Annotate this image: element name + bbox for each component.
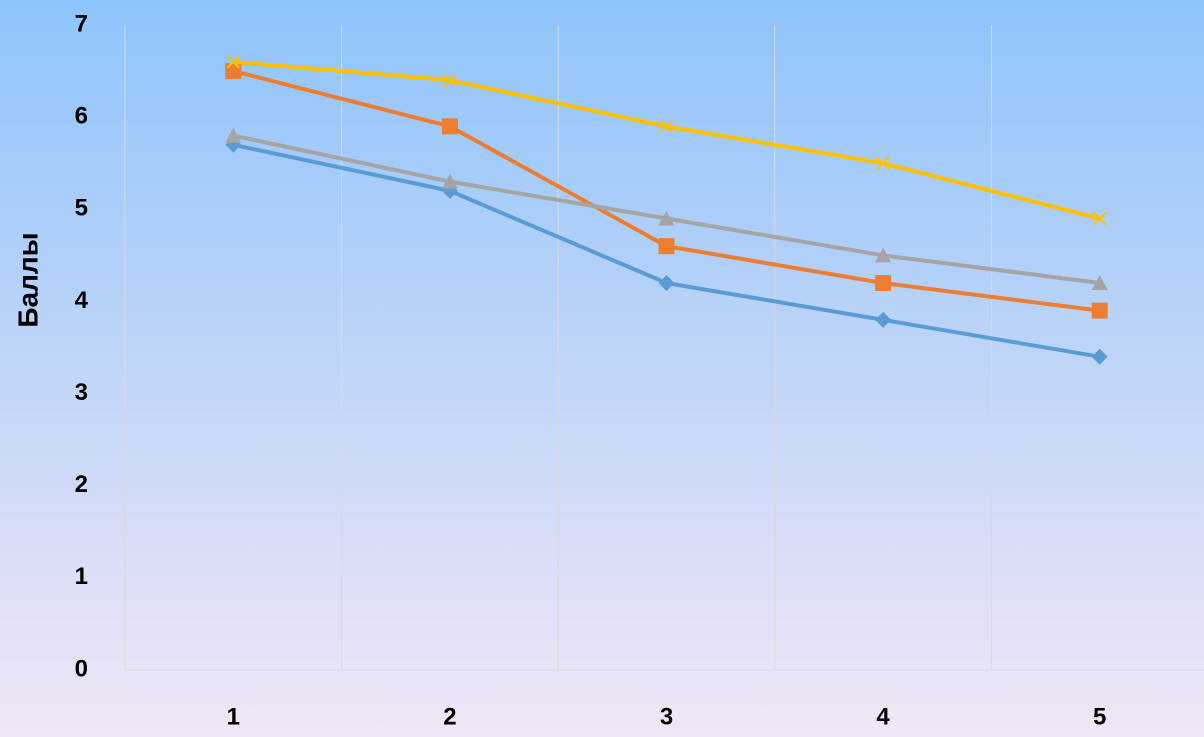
marker bbox=[875, 275, 892, 291]
y-tick-label: 2 bbox=[75, 471, 88, 498]
marker bbox=[1092, 211, 1107, 226]
marker bbox=[658, 238, 675, 255]
marker bbox=[658, 210, 675, 226]
marker bbox=[876, 156, 890, 170]
y-tick-label: 4 bbox=[75, 287, 89, 314]
x-tick-label: 3 bbox=[660, 703, 673, 730]
marker bbox=[658, 275, 675, 291]
marker bbox=[443, 73, 457, 87]
y-tick-label: 6 bbox=[75, 102, 88, 129]
y-tick-label: 3 bbox=[75, 379, 88, 406]
x-tick-label: 1 bbox=[227, 703, 240, 730]
y-tick-label: 1 bbox=[75, 563, 88, 590]
marker bbox=[1091, 348, 1108, 365]
marker bbox=[659, 119, 674, 134]
y-tick-label: 5 bbox=[75, 195, 88, 222]
marker bbox=[875, 247, 892, 263]
marker bbox=[225, 127, 242, 143]
y-tick-label: 7 bbox=[75, 10, 88, 37]
marker bbox=[441, 118, 458, 135]
y-tick-label: 0 bbox=[75, 655, 88, 682]
marker bbox=[875, 311, 892, 328]
marker bbox=[441, 173, 458, 189]
marker bbox=[1091, 275, 1108, 290]
x-tick-label: 5 bbox=[1093, 703, 1106, 730]
marker bbox=[1091, 302, 1108, 319]
marker bbox=[225, 63, 242, 80]
marker bbox=[226, 55, 241, 69]
y-axis-label: Баллы bbox=[12, 232, 43, 327]
x-tick-label: 2 bbox=[443, 703, 456, 730]
x-tick-label: 4 bbox=[876, 703, 890, 730]
